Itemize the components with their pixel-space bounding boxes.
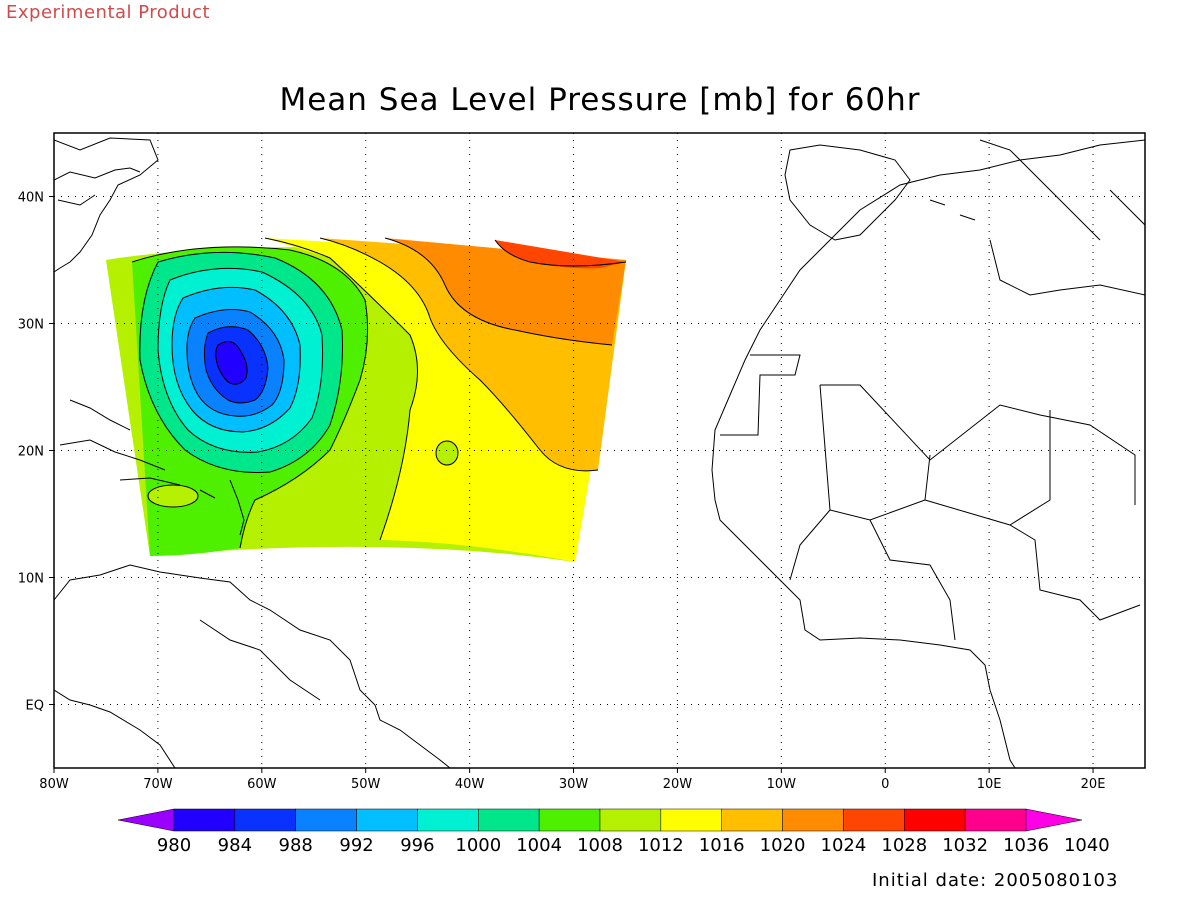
colorbar-swatch [295,808,357,832]
colorbar-swatch [964,808,1027,832]
lon-tick-label: 10E [977,777,1002,792]
longitude-axis: 80W 70W 60W 50W 40W 30W 20W 10W 0 10E 20E [39,768,1105,792]
colorbar-label: 1036 [1003,835,1049,856]
colorbar-swatch-max [1025,808,1083,832]
colorbar-label: 992 [339,835,373,856]
band-1008-patch [147,484,199,508]
initial-date-label: Initial date: 2005080103 [872,870,1119,891]
pressure-field [106,237,627,562]
colorbar-swatch [660,808,722,832]
colorbar-label: 1032 [942,835,988,856]
colorbar-label: 1040 [1064,835,1110,856]
colorbar-swatch [782,808,844,832]
lon-tick-label: 10W [767,777,797,792]
colorbar-label: 980 [157,835,191,856]
lon-tick-label: 70W [143,777,173,792]
colorbar-swatch [599,808,662,832]
coastlines [54,137,1145,768]
colorbar-swatch [234,808,296,832]
colorbar-swatch [538,808,601,832]
lat-tick-label: 20N [18,445,44,460]
borders-africa [720,354,1141,641]
coast-caribbean [59,399,245,536]
coast-africa [711,139,1145,768]
colorbar-swatch [721,808,783,832]
lat-tick-label: 10N [18,572,44,587]
latitude-axis: 40N 30N 20N 10N EQ [18,191,54,714]
lon-tick-label: 30W [559,777,589,792]
colorbar-swatch [173,808,236,832]
colorbar-label: 1024 [821,835,867,856]
colorbar-label: 1028 [881,835,927,856]
lon-tick-label: 20W [663,777,693,792]
colorbar: 980 984 988 992 996 1000 1004 1008 1012 1016 1020 1… [117,808,1110,856]
lon-tick-label: 20E [1081,777,1106,792]
colorbar-label: 1008 [577,835,623,856]
experimental-product-label: Experimental Product [6,2,211,23]
lon-tick-label: 80W [39,777,69,792]
colorbar-label: 1020 [760,835,806,856]
colorbar-label: 988 [279,835,313,856]
coast-iberia [784,144,911,241]
colorbar-swatch [904,808,966,832]
colorbar-label: 984 [218,835,252,856]
colorbar-label: 1000 [455,835,501,856]
lon-tick-label: 40W [455,777,485,792]
lat-tick-label: EQ [26,699,44,714]
coast-mediterranean [929,139,1145,296]
lon-tick-label: 60W [247,777,277,792]
lon-tick-label: 0 [881,777,889,792]
colorbar-label: 1004 [516,835,562,856]
lon-tick-label: 50W [351,777,381,792]
contour-lines [131,237,627,549]
colorbar-label: 1012 [638,835,684,856]
lat-tick-label: 30N [18,318,44,333]
colorbar-swatch [417,808,479,832]
map-gridlines [54,133,1145,768]
colorbar-label: 1016 [699,835,745,856]
colorbar-label: 996 [400,835,434,856]
colorbar-swatch [356,808,418,832]
colorbar-swatch [843,808,905,832]
band-980 [215,341,248,385]
colorbar-swatch [478,808,540,832]
map-title: Mean Sea Level Pressure [mb] for 60hr [279,82,921,118]
coast-south-america [54,564,451,768]
band-1012-patch [435,440,459,466]
coast-north-america [54,137,159,273]
colorbar-swatch-min [117,808,175,832]
lat-tick-label: 40N [18,191,44,206]
